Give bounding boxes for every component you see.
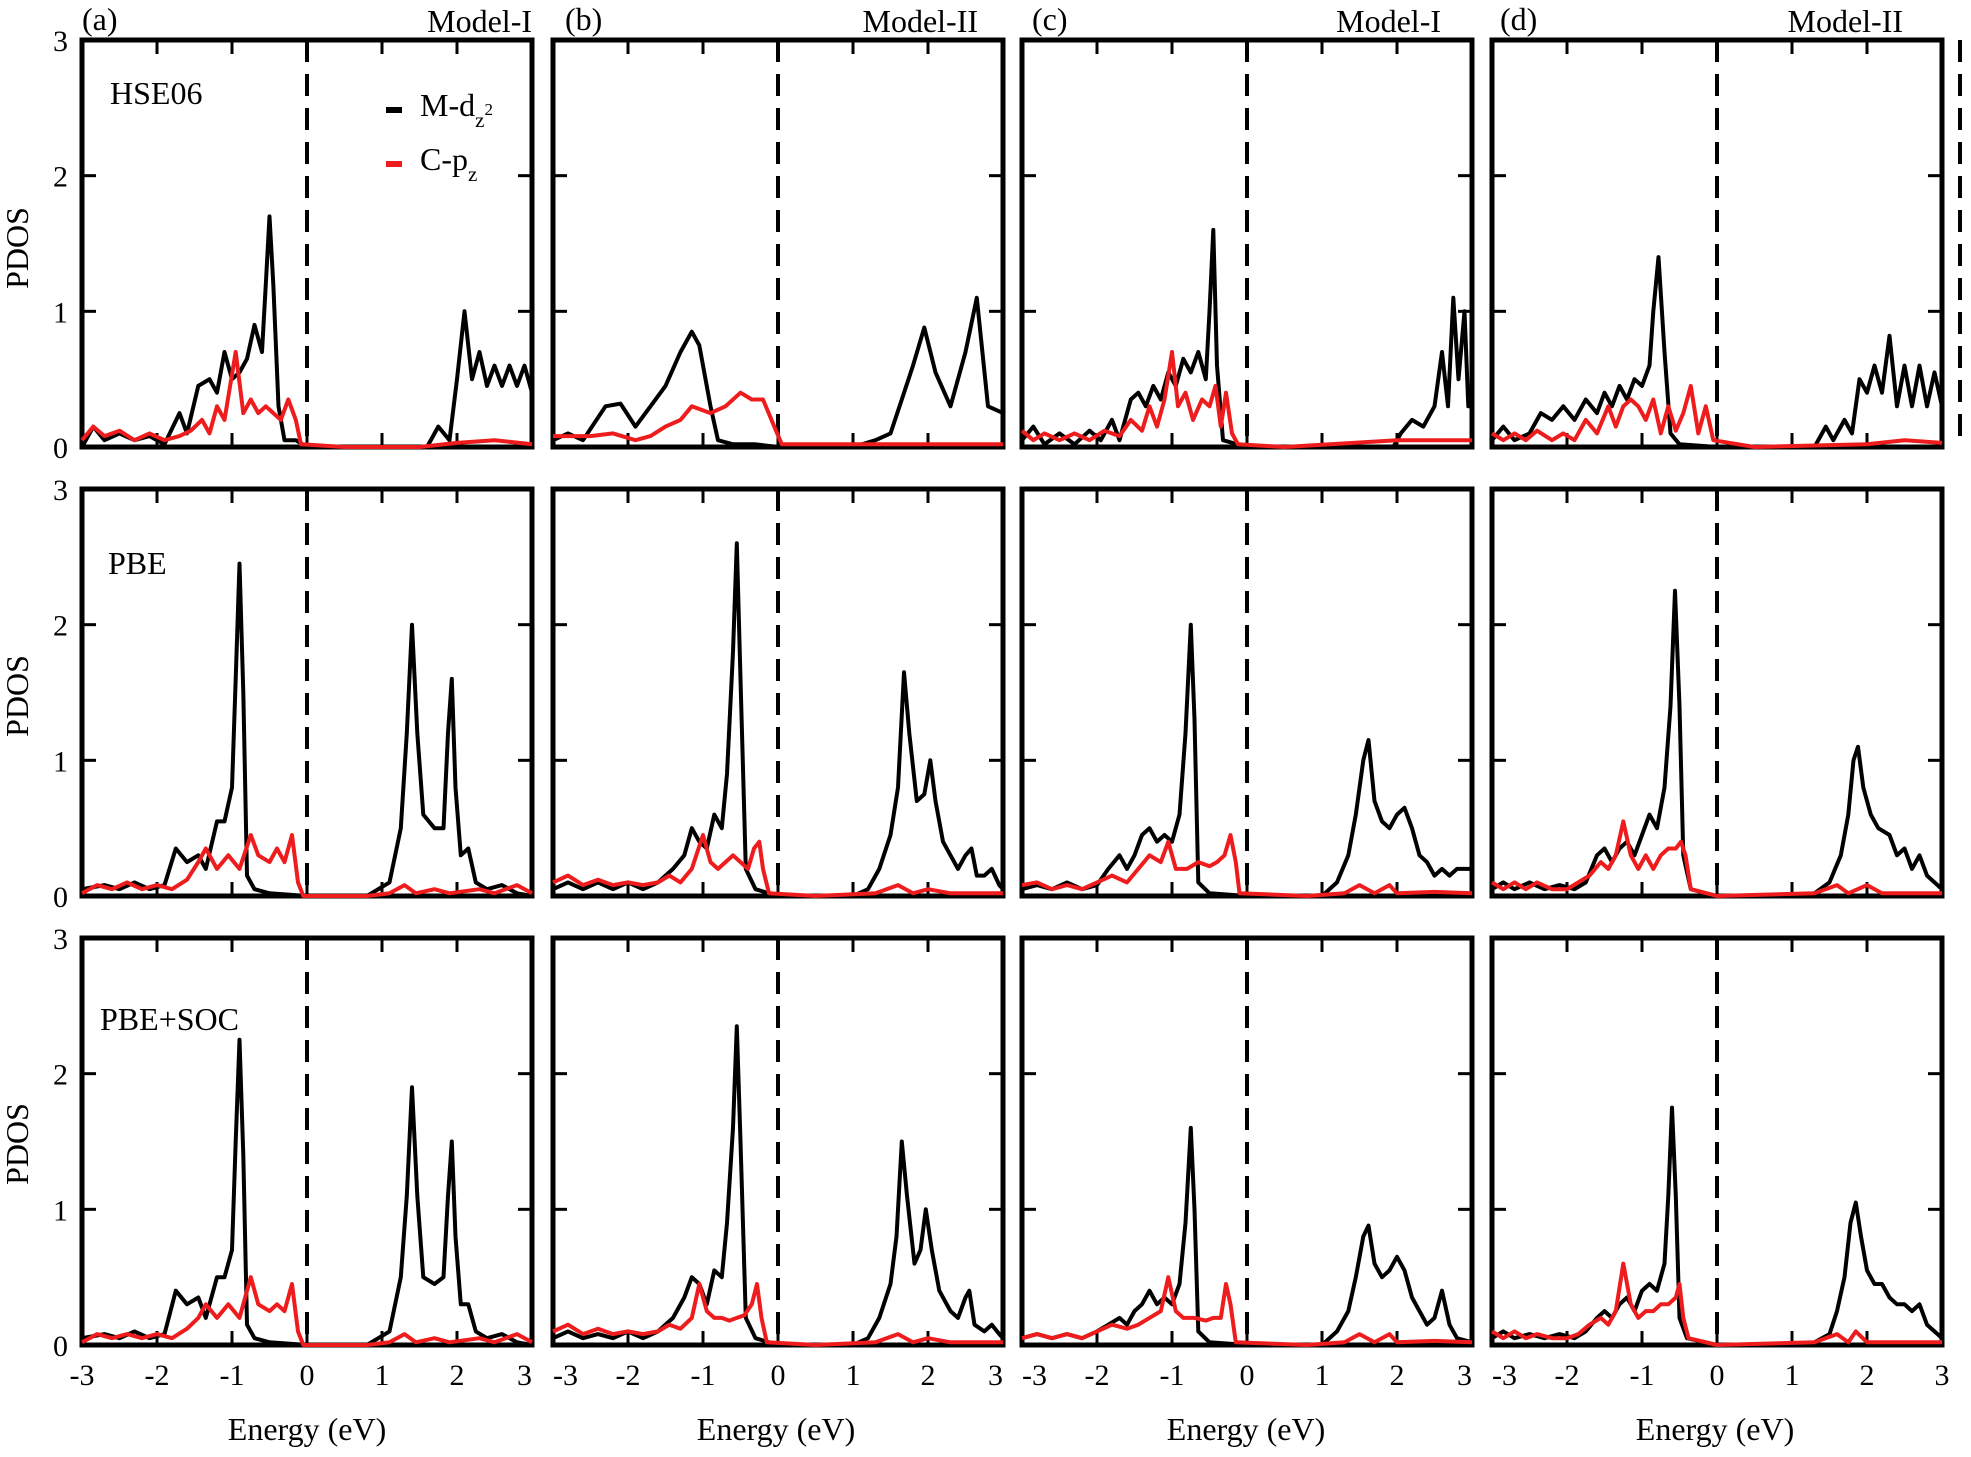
x-tick-label: -1 xyxy=(691,1359,716,1392)
method-label-pbe: PBE xyxy=(108,545,167,581)
panel-r2-c2 xyxy=(550,486,1006,899)
series-line-c-pz xyxy=(1490,1261,1942,1347)
y-tick-label: 0 xyxy=(53,432,68,465)
series-line-c-pz xyxy=(552,833,1003,898)
legend: M-dz2 C-pz xyxy=(386,87,493,186)
x-tick-label: 3 xyxy=(988,1359,1003,1392)
x-tick-label: 1 xyxy=(846,1359,861,1392)
x-tick-label: 2 xyxy=(450,1359,465,1392)
series-line-c-pz xyxy=(552,1282,1003,1347)
series-line-c-pz xyxy=(1490,383,1943,449)
panel-r1-c1: 0 1 2 3 xyxy=(53,25,535,465)
series-line-c-pz xyxy=(1020,350,1472,449)
y-tick-label: 3 xyxy=(53,474,68,507)
series-line-m-dz2 xyxy=(1021,622,1472,898)
x-tick-label: 3 xyxy=(517,1359,532,1392)
panel-r1-c4 xyxy=(1489,37,1945,450)
method-label-hse06: HSE06 xyxy=(110,75,202,111)
series-line-m-dz2 xyxy=(1490,1105,1944,1347)
method-label-pbe-soc: PBE+SOC xyxy=(100,1001,239,1037)
x-tick-label: 0 xyxy=(300,1359,315,1392)
panel-r2-c3 xyxy=(1019,486,1475,899)
y-tick-label: 0 xyxy=(53,1330,68,1363)
panel-tag-d: (d) xyxy=(1500,1,1537,37)
panel-r2-c1: 0 1 2 3 xyxy=(53,474,535,914)
panel-r3-c1: 0 1 2 3 -3 -2 -1 0 1 2 3 xyxy=(53,923,535,1392)
y-tick-label: 2 xyxy=(53,610,68,643)
series-line-m-dz2 xyxy=(552,295,1004,449)
series-line-c-pz xyxy=(1490,819,1942,898)
panel-r3-c3: -3 -2 -1 0 1 2 3 xyxy=(1019,935,1475,1392)
panel-r3-c4: -3 -2 -1 0 1 2 3 xyxy=(1489,935,1950,1392)
x-tick-label: -2 xyxy=(145,1359,170,1392)
y-axis-label-row-2: PDOS xyxy=(0,655,35,737)
model-label-c: Model-I xyxy=(1336,3,1441,39)
x-tick-label: 0 xyxy=(771,1359,786,1392)
x-tick-label: -3 xyxy=(1492,1359,1517,1392)
series-line-c-pz xyxy=(553,390,1003,447)
x-tick-label: 0 xyxy=(1710,1359,1725,1392)
x-tick-label: 1 xyxy=(1785,1359,1800,1392)
x-tick-label: 2 xyxy=(921,1359,936,1392)
legend-label-cp: C-pz xyxy=(420,141,477,186)
y-axis-label-row-1: PDOS xyxy=(0,207,35,289)
series-line-c-pz xyxy=(80,350,533,449)
y-axis-label-row-3: PDOS xyxy=(0,1103,35,1185)
x-axis-label-a: Energy (eV) xyxy=(228,1411,386,1447)
x-axis-label-c: Energy (eV) xyxy=(1167,1411,1325,1447)
panel-tag-b: (b) xyxy=(565,1,602,37)
x-tick-label: -2 xyxy=(1555,1359,1580,1392)
x-tick-label: 2 xyxy=(1860,1359,1875,1392)
panel-r1-c3 xyxy=(1019,37,1475,450)
panel-r3-c2: -3 -2 -1 0 1 2 3 xyxy=(550,935,1006,1392)
y-tick-label: 1 xyxy=(53,1194,68,1227)
x-tick-label: -3 xyxy=(553,1359,578,1392)
series-line-m-dz2 xyxy=(1021,1125,1473,1347)
x-tick-label: -1 xyxy=(220,1359,245,1392)
x-tick-label: 1 xyxy=(375,1359,390,1392)
y-tick-label: 0 xyxy=(53,881,68,914)
model-label-b: Model-II xyxy=(862,3,978,39)
panels-layer: 0 1 2 3 0 1 2 3 0 1 2 3 -3 -2 -1 0 1 2 3 -3 -2 -1 0 1 2 3 -3 -2 -1 0 1… xyxy=(53,25,1950,1392)
x-tick-label: -3 xyxy=(1022,1359,1047,1392)
series-line-c-pz xyxy=(1021,833,1473,898)
x-tick-label: 1 xyxy=(1315,1359,1330,1392)
series-line-m-dz2 xyxy=(1020,227,1472,449)
y-tick-label: 1 xyxy=(53,296,68,329)
x-tick-label: -2 xyxy=(616,1359,641,1392)
y-tick-label: 3 xyxy=(53,25,68,58)
series-line-m-dz2 xyxy=(1490,255,1944,449)
x-tick-label: 0 xyxy=(1240,1359,1255,1392)
x-tick-label: -2 xyxy=(1085,1359,1110,1392)
x-tick-label: 3 xyxy=(1935,1359,1950,1392)
y-tick-label: 3 xyxy=(53,923,68,956)
x-axis-label-b: Energy (eV) xyxy=(697,1411,855,1447)
x-tick-label: -3 xyxy=(70,1359,95,1392)
panel-r2-c4 xyxy=(1489,486,1945,899)
x-tick-label: -1 xyxy=(1630,1359,1655,1392)
x-tick-label: 3 xyxy=(1457,1359,1472,1392)
y-tick-label: 2 xyxy=(53,1059,68,1092)
panel-tag-a: (a) xyxy=(82,1,118,37)
x-tick-label: -1 xyxy=(1160,1359,1185,1392)
x-axis-label-d: Energy (eV) xyxy=(1636,1411,1794,1447)
y-tick-label: 2 xyxy=(53,161,68,194)
series-line-c-pz xyxy=(81,1275,533,1347)
series-line-m-dz2 xyxy=(80,214,534,449)
model-label-a: Model-I xyxy=(427,3,532,39)
series-line-c-pz xyxy=(1021,1275,1473,1347)
legend-label-md: M-dz2 xyxy=(420,87,493,132)
x-tick-label: 2 xyxy=(1390,1359,1405,1392)
series-line-c-pz xyxy=(81,833,533,898)
panel-tag-c: (c) xyxy=(1032,1,1068,37)
series-line-m-dz2 xyxy=(1490,588,1944,898)
y-tick-label: 1 xyxy=(53,745,68,778)
panel-r1-c2 xyxy=(550,37,1006,450)
model-label-d: Model-II xyxy=(1787,3,1903,39)
